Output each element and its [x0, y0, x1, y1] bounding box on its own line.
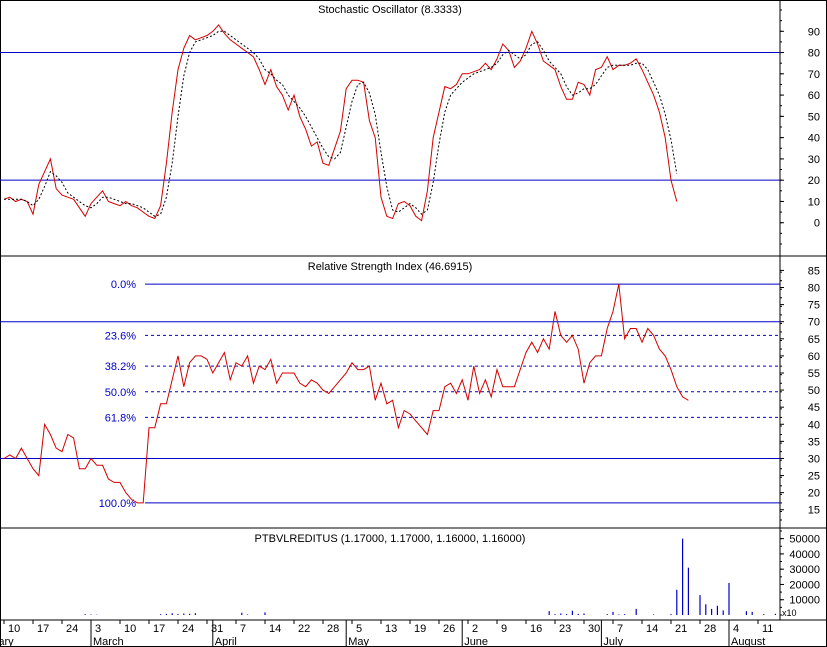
y-tick-label: 20000 — [789, 579, 820, 591]
x-axis: 10 17 24 3 10 17 24 31 7 14 22 28 5 13 19 26 2 9 16 23 30 7 14… — [0, 620, 773, 647]
y-tick-label: 80 — [808, 283, 820, 295]
x-tick-label: 2 — [472, 623, 478, 635]
y-tick-label: 20 — [808, 488, 820, 500]
x-tick-label: 17 — [37, 623, 49, 635]
y-tick-label: 50000 — [789, 534, 820, 546]
y-tick-label: 35 — [808, 436, 820, 448]
y-tick-label: 60 — [808, 90, 820, 102]
month-label: March — [93, 636, 124, 647]
y-tick-label: 10 — [808, 196, 820, 208]
y-tick-label: 70 — [808, 317, 820, 329]
y-tick-label: 30 — [808, 154, 820, 166]
fib-level-label: 23.6% — [105, 330, 136, 342]
fib-level-label: 38.2% — [105, 361, 136, 373]
y-tick-label: 20 — [808, 175, 820, 187]
x-tick-label: 28 — [704, 623, 716, 635]
month-label: July — [603, 636, 623, 647]
x-tick-label: 10 — [8, 623, 20, 635]
month-label: August — [731, 636, 765, 647]
x-tick-label: 21 — [675, 623, 687, 635]
x-tick-label: 24 — [66, 623, 78, 635]
rsi-title: Relative Strength Index (46.6915) — [308, 261, 473, 273]
x-tick-label: 4 — [733, 623, 739, 635]
volume-unit-label: x10 — [782, 608, 797, 618]
y-tick-label: 25 — [808, 471, 820, 483]
x-tick-label: 24 — [182, 623, 194, 635]
y-tick-label: 85 — [808, 265, 820, 277]
y-tick-label: 40 — [808, 419, 820, 431]
stochastic-title: Stochastic Oscillator (8.3333) — [318, 4, 462, 16]
x-tick-label: 31 — [211, 623, 223, 635]
volume-panel: PTBVLREDITUS (1.17000, 1.17000, 1.16000,… — [84, 530, 820, 618]
y-tick-label: 65 — [808, 334, 820, 346]
y-tick-label: 30 — [808, 453, 820, 465]
x-tick-label: 9 — [501, 623, 507, 635]
x-tick-label: 26 — [443, 623, 455, 635]
y-tick-label: 75 — [808, 300, 820, 312]
signal-series-line — [4, 30, 678, 217]
y-tick-label: 45 — [808, 402, 820, 414]
x-tick-label: 19 — [414, 623, 426, 635]
main-series-line — [3, 283, 689, 504]
y-tick-label: 10000 — [789, 595, 820, 607]
y-tick-label: 50 — [808, 385, 820, 397]
y-tick-label: 80 — [808, 48, 820, 60]
fib-level-label: 50.0% — [105, 387, 136, 399]
y-tick-label: 40 — [808, 133, 820, 145]
x-tick-label: 13 — [385, 623, 397, 635]
y-tick-label: 0 — [814, 218, 820, 230]
y-tick-label: 90 — [808, 26, 820, 38]
x-tick-label: 14 — [646, 623, 658, 635]
x-tick-label: 7 — [617, 623, 623, 635]
y-tick-label: 15 — [808, 505, 820, 517]
x-tick-label: 5 — [356, 623, 362, 635]
x-tick-label: 14 — [269, 623, 281, 635]
x-tick-label: 7 — [240, 623, 246, 635]
y-tick-label: 50 — [808, 111, 820, 123]
month-label: April — [215, 636, 237, 647]
x-tick-label: 11 — [762, 623, 773, 635]
fib-level-label: 0.0% — [111, 279, 136, 291]
x-tick-label: 23 — [559, 623, 571, 635]
x-tick-label: 28 — [327, 623, 339, 635]
rsi-panel: Relative Strength Index (46.6915) 0.0% 23… — [0, 261, 820, 521]
x-tick-label: 22 — [298, 623, 310, 635]
month-label: May — [348, 636, 369, 647]
y-tick-label: 30000 — [789, 564, 820, 576]
volume-title: PTBVLREDITUS (1.17000, 1.17000, 1.16000,… — [255, 533, 526, 545]
x-tick-label: 30 — [588, 623, 600, 635]
main-series-line — [3, 24, 678, 222]
fib-level-label: 61.8% — [105, 412, 136, 424]
x-tick-label: 16 — [530, 623, 542, 635]
month-label: ruary — [0, 636, 14, 647]
month-label: June — [464, 636, 488, 647]
x-tick-label: 3 — [95, 623, 101, 635]
y-tick-label: 60 — [808, 351, 820, 363]
y-tick-label: 70 — [808, 69, 820, 81]
fib-level-label: 100.0% — [99, 498, 137, 510]
x-tick-label: 17 — [153, 623, 165, 635]
y-tick-label: 40000 — [789, 549, 820, 561]
x-tick-label: 10 — [124, 623, 136, 635]
y-tick-label: 55 — [808, 368, 820, 380]
